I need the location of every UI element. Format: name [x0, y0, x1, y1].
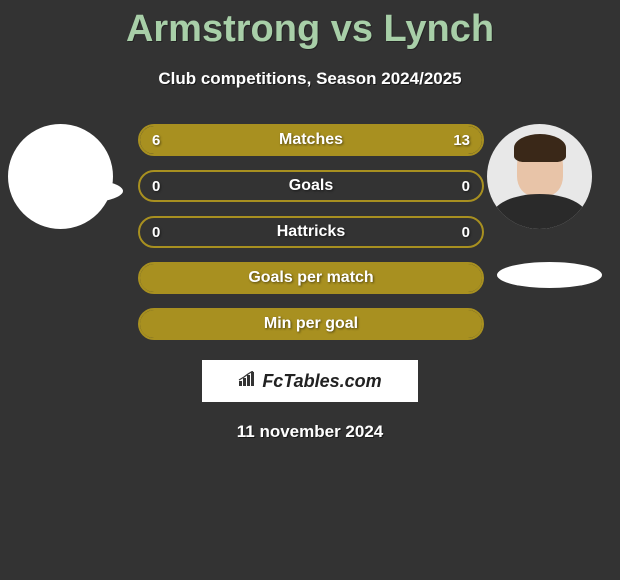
logo-text: FcTables.com	[262, 371, 381, 392]
stat-label: Goals	[140, 172, 482, 200]
player-right-name-badge	[497, 262, 602, 288]
stat-label: Matches	[140, 126, 482, 154]
player-right-avatar	[487, 124, 592, 229]
logo-box: FcTables.com	[202, 360, 418, 402]
stat-label: Goals per match	[140, 264, 482, 292]
stat-bar: Goals per match	[138, 262, 484, 294]
stat-bar: 00Goals	[138, 170, 484, 202]
stat-bar: 613Matches	[138, 124, 484, 156]
page-title: Armstrong vs Lynch	[0, 0, 620, 51]
player-left-avatar	[8, 124, 113, 229]
date-text: 11 november 2024	[0, 422, 620, 442]
subtitle: Club competitions, Season 2024/2025	[0, 69, 620, 89]
content-area: 613Matches 00Goals 00Hattricks Goals per ma…	[0, 124, 620, 442]
stat-label: Min per goal	[140, 310, 482, 338]
chart-icon	[238, 371, 258, 392]
stats-bars: 613Matches 00Goals 00Hattricks Goals per ma…	[138, 124, 484, 340]
player-left-name-badge	[18, 178, 123, 204]
stat-bar: 00Hattricks	[138, 216, 484, 248]
avatar-shoulders-icon	[492, 194, 587, 229]
stat-bar: Min per goal	[138, 308, 484, 340]
stat-label: Hattricks	[140, 218, 482, 246]
